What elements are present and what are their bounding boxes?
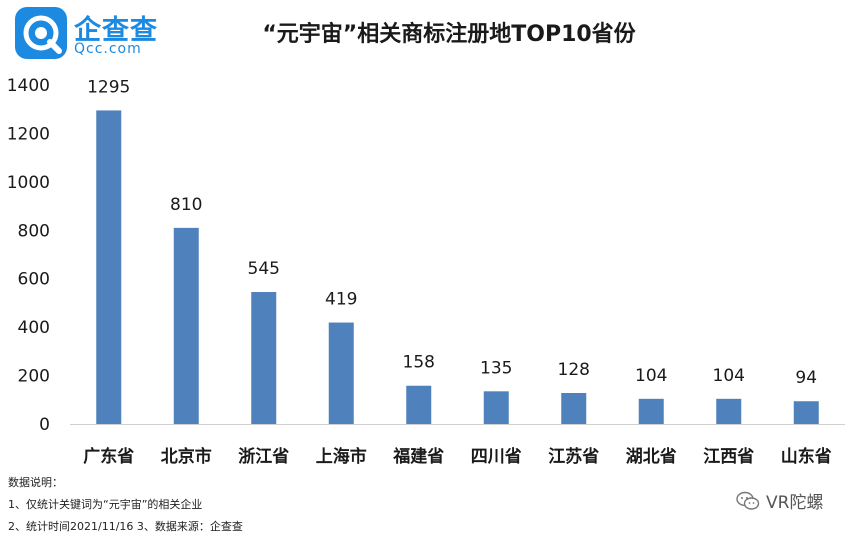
notes-line-1: 1、仅统计关键词为“元宇宙”的相关企业 xyxy=(8,498,203,511)
data-label: 1295 xyxy=(87,77,130,97)
data-label: 419 xyxy=(325,290,357,310)
data-label: 94 xyxy=(795,368,817,388)
notes-heading: 数据说明： xyxy=(8,476,63,489)
bar xyxy=(793,401,819,424)
data-label: 158 xyxy=(403,353,435,373)
qcc-logo-icon xyxy=(15,7,67,59)
watermark: VR陀螺 xyxy=(736,488,823,513)
watermark-text: VR陀螺 xyxy=(766,493,824,513)
x-tick-label: 上海市 xyxy=(316,446,367,467)
x-tick-label: 江西省 xyxy=(703,446,754,467)
chart-title: “元宇宙”相关商标注册地TOP10省份 xyxy=(262,22,636,47)
bar xyxy=(328,322,354,424)
x-tick-label: 浙江省 xyxy=(238,446,289,467)
bar xyxy=(406,385,432,424)
logo-name-en: Qcc.com xyxy=(74,41,142,57)
data-label: 545 xyxy=(248,259,280,279)
data-label: 104 xyxy=(635,366,667,386)
y-tick-label: 800 xyxy=(18,221,50,241)
x-tick-label: 广东省 xyxy=(83,446,134,467)
bar xyxy=(638,398,664,424)
x-tick-label: 北京市 xyxy=(161,446,212,467)
data-label: 128 xyxy=(558,360,590,380)
x-tick-label: 福建省 xyxy=(392,446,444,467)
y-tick-label: 400 xyxy=(18,318,50,338)
x-tick-label: 四川省 xyxy=(471,446,522,467)
x-tick-label: 湖北省 xyxy=(626,446,677,467)
notes-line-2: 2、统计时间2021/11/16 3、数据来源：企查查 xyxy=(8,520,243,533)
bar xyxy=(561,393,587,424)
bar xyxy=(251,292,277,424)
bar-chart: 0 200 400 600 800 1000 1200 1400 1295 广东省 810 北京市 54… xyxy=(7,76,845,467)
bar xyxy=(96,110,122,425)
data-label: 810 xyxy=(170,195,202,215)
y-tick-label: 1000 xyxy=(7,173,50,193)
qcc-logo: 企查查 Qcc.com xyxy=(14,6,164,62)
y-tick-label: 1400 xyxy=(7,76,50,96)
y-tick-label: 200 xyxy=(18,367,50,387)
data-notes: 数据说明： 1、仅统计关键词为“元宇宙”的相关企业 2、统计时间2021/11/… xyxy=(8,472,243,538)
bar xyxy=(173,227,199,424)
logo-name-cn: 企查查 xyxy=(74,15,158,46)
wechat-icon xyxy=(736,491,760,510)
data-label: 135 xyxy=(480,358,512,378)
bar xyxy=(483,391,509,424)
x-tick-label: 江苏省 xyxy=(548,446,599,467)
y-tick-label: 1200 xyxy=(7,124,50,144)
x-tick-label: 山东省 xyxy=(781,446,832,467)
y-tick-label: 600 xyxy=(18,270,50,290)
y-tick-label: 0 xyxy=(39,415,50,435)
data-label: 104 xyxy=(713,366,745,386)
bar xyxy=(716,398,742,424)
